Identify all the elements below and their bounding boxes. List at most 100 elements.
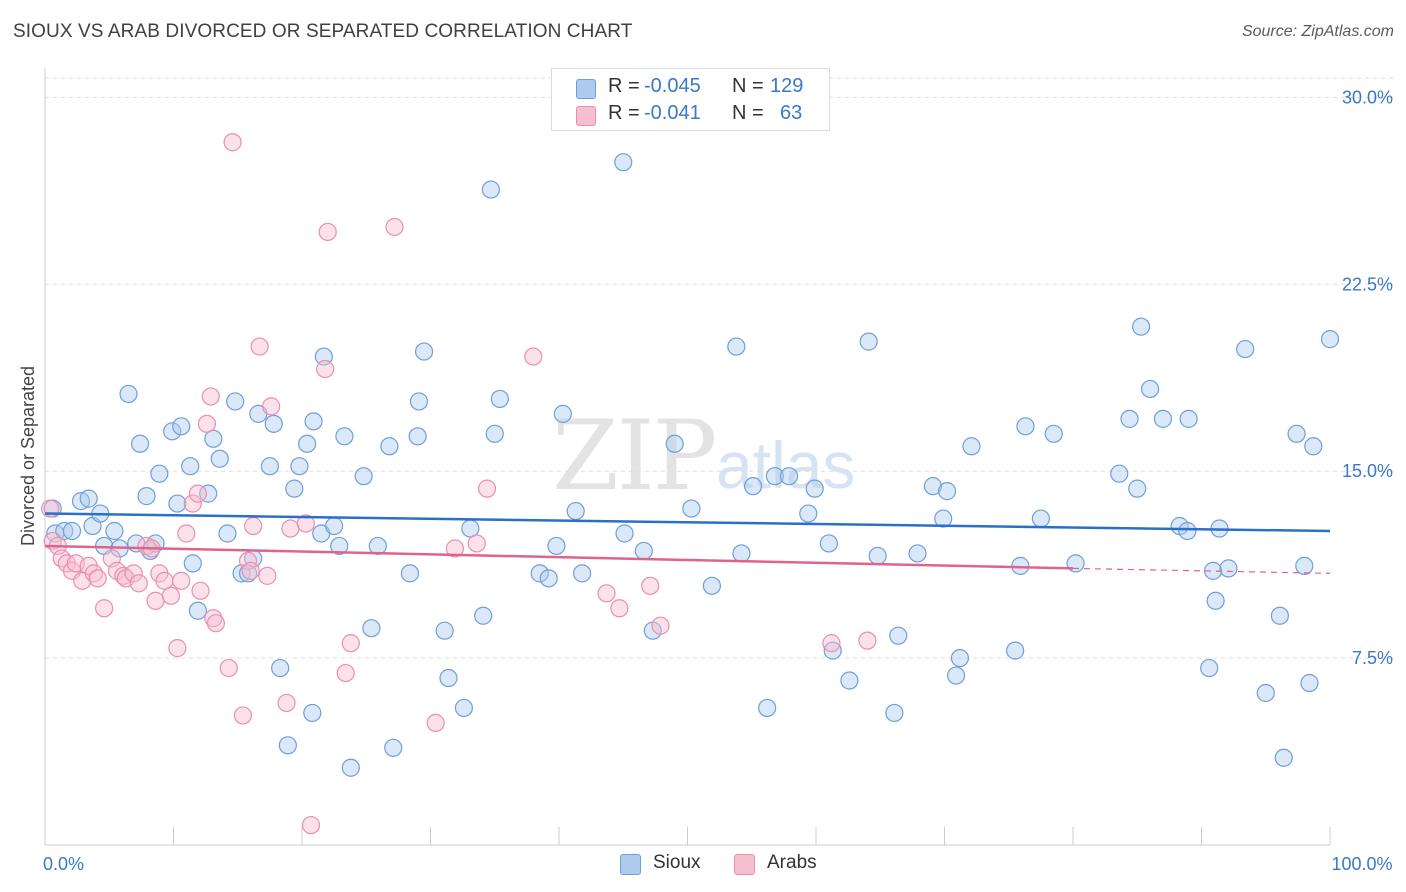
sioux-point [105,521,124,541]
arabs-point [95,599,114,618]
source-label: Source: ZipAtlas.com [1241,23,1394,40]
arabs-point [223,133,242,152]
sioux-point [1206,591,1225,610]
arabs-point [188,484,208,503]
sioux-point [285,479,304,498]
sioux-point [181,457,200,476]
sioux-point [354,467,373,486]
arabs-point [651,616,670,635]
arabs-point [477,479,497,498]
arabs-point [277,693,296,713]
sioux-point [566,501,585,521]
sioux-point [264,414,283,433]
sioux-point [1270,606,1289,625]
sioux-point [539,569,558,588]
arabs-point [244,516,263,536]
sioux-swatch [576,79,596,99]
sioux-point [682,499,701,518]
sioux-point [408,427,427,446]
sioux-point [805,479,824,498]
sioux-point [946,666,966,685]
sioux-point [702,576,722,595]
arabs-point [219,658,238,678]
arabs-point [129,574,148,593]
sioux-point [1179,409,1198,428]
sioux-point [325,516,344,536]
n-value: 63 [780,102,803,124]
sioux-point [163,422,182,441]
arabs-point [258,566,277,585]
sioux-point [55,521,74,541]
sioux-point [298,434,317,453]
sioux-point [330,536,349,556]
arabs-swatch [734,854,755,875]
sioux-point [454,698,474,718]
r-value: -0.041 [644,102,701,124]
sioux-points [43,153,1340,777]
sioux-point [303,703,322,723]
legend-label-sioux: Sioux [653,852,701,873]
sioux-point [384,738,403,757]
sioux-point [799,504,818,523]
r-label: R = [608,102,640,124]
arabs-point [858,631,877,650]
sioux-point [137,487,156,506]
sioux-point [218,524,237,543]
sioux-point [414,342,434,361]
tick-labels: 7.5% 15.0% 22.5% 30.0% 0.0% 100.0% Divorced or… [18,87,1393,874]
sioux-point [1031,509,1050,528]
sioux-point [188,601,208,620]
sioux-point [204,429,223,448]
arabs-point [336,663,355,683]
sioux-point [1016,417,1035,436]
sioux-swatch [620,854,641,875]
sioux-trend-line [44,512,1331,533]
sioux-point [765,467,784,486]
sioux-point [474,606,493,625]
sioux-point [304,412,323,431]
arabs-points [41,133,877,835]
arabs-point [183,494,202,513]
sioux-point [614,153,633,172]
sioux-point [1256,683,1275,703]
sioux-point [1320,330,1340,349]
sioux-point [868,546,887,566]
sioux-point [885,703,904,723]
correlation-legend: R = -0.045 N = 129 R = -0.041 N = 63 [551,68,830,131]
arabs-point [250,337,269,356]
arabs-point [88,569,107,588]
sioux-point [1006,641,1025,660]
legend-label-arabs: Arabs [767,852,817,873]
sioux-point [1153,409,1173,428]
arabs-point [191,581,210,600]
sioux-point [183,554,202,573]
arabs-point [426,713,445,732]
arabs-point [201,387,220,406]
arabs-swatch [576,106,596,126]
arabs-point [241,561,260,580]
arabs-point [124,564,143,583]
sioux-point [172,417,191,436]
y-tick-label: 7.5% [1352,648,1393,668]
arabs-point [177,524,196,543]
sioux-point [950,648,970,668]
sioux-point [1236,339,1255,359]
arabs-point [168,639,187,658]
sioux-point [1295,556,1314,575]
sioux-point [62,521,82,541]
arabs-point [641,576,660,595]
arabs-point [161,586,181,605]
watermark-zip: ZIP [552,400,717,512]
sioux-point [271,658,290,678]
arabs-point [296,514,315,533]
sioux-point [1132,317,1151,336]
sioux-point [923,477,943,496]
x-tick-label: 0.0% [43,854,84,874]
sioux-point [79,489,98,508]
arabs-point [385,217,404,237]
sioux-point [840,671,859,690]
sioux-point [150,464,169,483]
arabs-point [318,222,337,242]
sioux-point [1044,424,1063,443]
y-tick-label: 15.0% [1342,461,1393,481]
